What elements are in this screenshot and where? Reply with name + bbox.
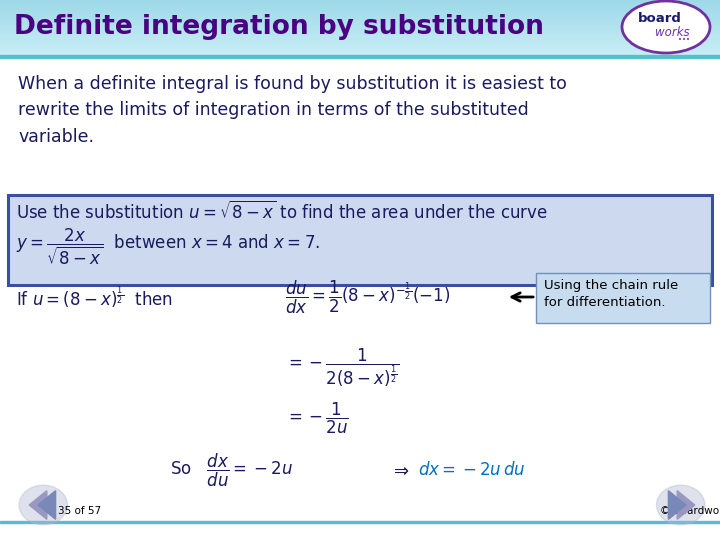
Text: So   $\dfrac{dx}{du} = -2u$: So $\dfrac{dx}{du} = -2u$ <box>170 451 293 489</box>
Bar <box>0 53 720 54</box>
Bar <box>0 40 720 42</box>
Bar <box>0 54 720 55</box>
Bar <box>0 55 720 58</box>
Bar <box>0 8 720 9</box>
Bar <box>0 0 720 1</box>
Bar <box>0 52 720 53</box>
Text: •••: ••• <box>678 37 690 43</box>
Bar <box>0 26 720 28</box>
Bar <box>0 21 720 22</box>
Polygon shape <box>678 491 695 519</box>
Bar <box>0 5 720 6</box>
Text: Using the chain rule
for differentiation.: Using the chain rule for differentiation… <box>544 279 678 309</box>
Bar <box>0 39 720 40</box>
FancyBboxPatch shape <box>536 273 710 323</box>
Bar <box>0 6 720 8</box>
Bar <box>0 50 720 51</box>
Bar <box>0 42 720 43</box>
Text: © Boardworks Ltd 2006: © Boardworks Ltd 2006 <box>660 506 720 516</box>
Text: $= -\dfrac{1}{2(8-x)^{\frac{1}{2}}}$: $= -\dfrac{1}{2(8-x)^{\frac{1}{2}}}$ <box>285 347 400 389</box>
Bar <box>0 19 720 20</box>
Text: When a definite integral is found by substitution it is easiest to
rewrite the l: When a definite integral is found by sub… <box>18 75 567 146</box>
Bar <box>0 38 720 39</box>
Bar <box>0 20 720 21</box>
Bar <box>0 24 720 25</box>
Bar <box>0 23 720 24</box>
Text: Use the substitution $u = \sqrt{8 - x}$ to find the area under the curve: Use the substitution $u = \sqrt{8 - x}$ … <box>16 201 548 223</box>
Text: If $u = (8 - x)^{\frac{1}{2}}$  then: If $u = (8 - x)^{\frac{1}{2}}$ then <box>16 284 173 310</box>
Bar <box>0 3 720 4</box>
Bar <box>0 12 720 13</box>
Text: $\Rightarrow$: $\Rightarrow$ <box>390 461 410 479</box>
Text: works: works <box>654 25 689 38</box>
Bar <box>0 45 720 46</box>
Text: $= -\dfrac{1}{2u}$: $= -\dfrac{1}{2u}$ <box>285 400 349 436</box>
Bar <box>0 35 720 36</box>
Polygon shape <box>30 491 47 519</box>
Ellipse shape <box>622 1 710 53</box>
Bar <box>0 11 720 12</box>
Bar <box>0 521 720 523</box>
Bar <box>0 4 720 5</box>
Bar <box>0 13 720 14</box>
Bar <box>0 49 720 50</box>
Bar <box>0 18 720 19</box>
Bar <box>0 10 720 11</box>
Bar <box>0 32 720 33</box>
Bar <box>0 30 720 31</box>
Polygon shape <box>38 491 55 519</box>
Bar <box>0 9 720 10</box>
Bar <box>0 43 720 44</box>
Text: $dx = -2u\,du$: $dx = -2u\,du$ <box>418 461 526 479</box>
Bar <box>0 22 720 23</box>
Bar <box>0 1 720 2</box>
Bar <box>0 14 720 16</box>
Bar <box>0 33 720 34</box>
Text: board: board <box>638 11 682 24</box>
Bar <box>0 2 720 3</box>
Bar <box>0 36 720 37</box>
Text: $y = \dfrac{2x}{\sqrt{8-x}}$  between $x = 4$ and $x = 7$.: $y = \dfrac{2x}{\sqrt{8-x}}$ between $x … <box>16 227 320 267</box>
Bar <box>0 16 720 17</box>
Bar <box>0 17 720 18</box>
Bar <box>0 46 720 48</box>
FancyBboxPatch shape <box>8 195 712 285</box>
Bar <box>0 31 720 32</box>
Bar <box>0 37 720 38</box>
Text: 35 of 57: 35 of 57 <box>58 506 101 516</box>
Bar <box>0 44 720 45</box>
Text: Definite integration by substitution: Definite integration by substitution <box>14 15 544 40</box>
Text: $\dfrac{du}{dx} = \dfrac{1}{2}(8-x)^{-\frac{1}{2}}(-1)$: $\dfrac{du}{dx} = \dfrac{1}{2}(8-x)^{-\f… <box>285 279 450 315</box>
Bar <box>0 29 720 30</box>
Ellipse shape <box>657 485 705 525</box>
Bar <box>0 48 720 49</box>
Bar <box>0 34 720 35</box>
Ellipse shape <box>19 485 68 525</box>
Bar <box>0 51 720 52</box>
Bar <box>0 28 720 29</box>
Bar <box>0 25 720 26</box>
Polygon shape <box>668 491 686 519</box>
